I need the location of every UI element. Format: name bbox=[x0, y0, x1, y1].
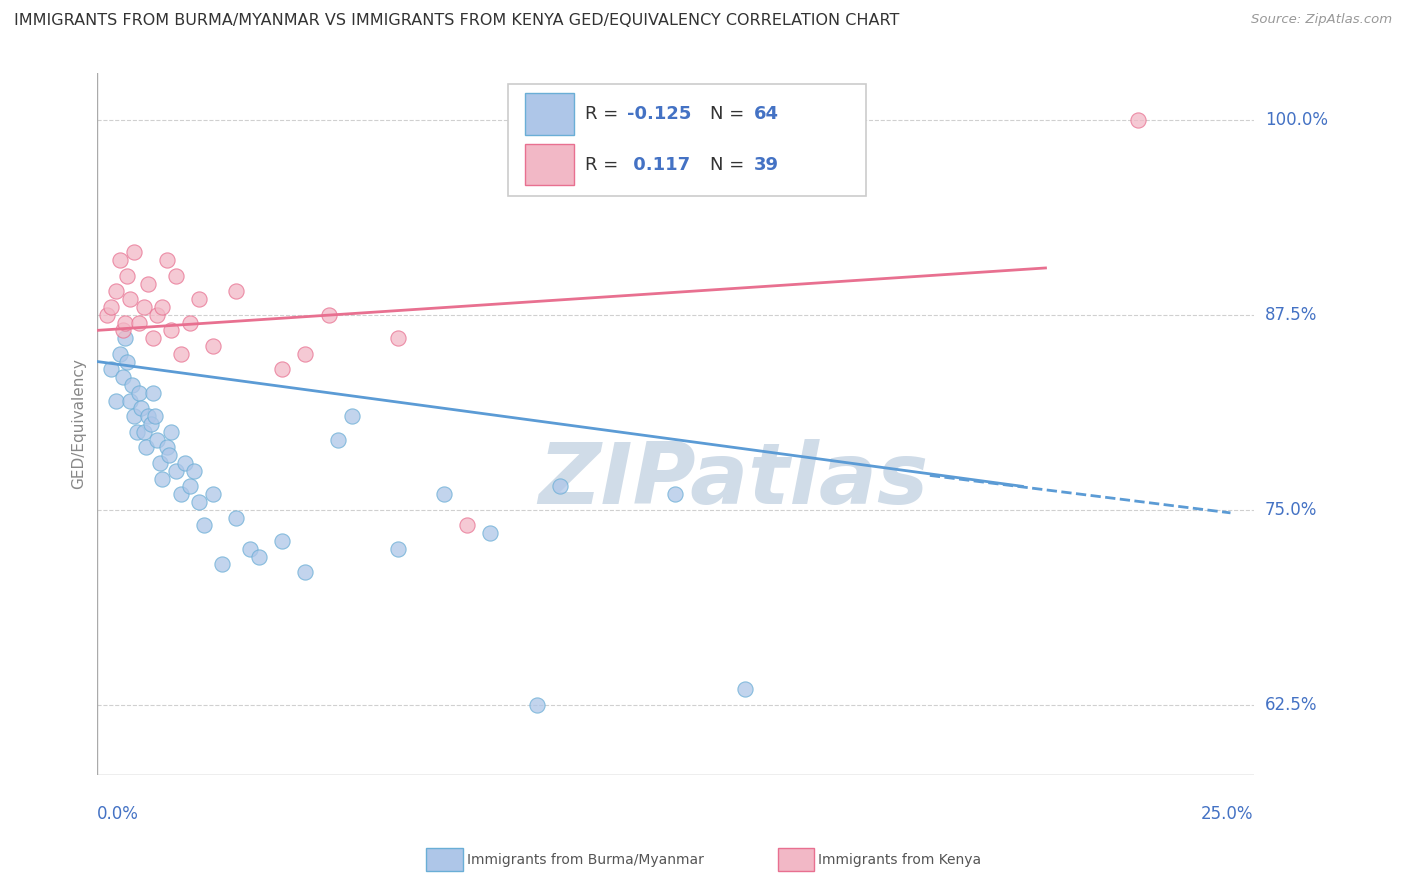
Point bbox=[201, 339, 224, 353]
Text: 75.0%: 75.0% bbox=[1265, 500, 1317, 519]
Text: -0.125: -0.125 bbox=[627, 105, 692, 123]
Point bbox=[160, 323, 183, 337]
Point bbox=[132, 425, 155, 439]
Point bbox=[734, 682, 756, 697]
Point bbox=[96, 308, 118, 322]
Point bbox=[169, 347, 191, 361]
Point bbox=[165, 268, 187, 283]
Point bbox=[111, 323, 134, 337]
Point bbox=[114, 316, 136, 330]
Point bbox=[201, 487, 224, 501]
Point bbox=[479, 526, 502, 541]
Point bbox=[146, 433, 169, 447]
Text: Immigrants from Burma/Myanmar: Immigrants from Burma/Myanmar bbox=[467, 853, 703, 867]
Point bbox=[211, 558, 233, 572]
FancyBboxPatch shape bbox=[508, 84, 866, 196]
Text: Immigrants from Kenya: Immigrants from Kenya bbox=[818, 853, 981, 867]
Point bbox=[114, 331, 136, 345]
Point bbox=[136, 277, 159, 291]
Point bbox=[664, 487, 686, 501]
Point bbox=[118, 393, 141, 408]
Point bbox=[146, 308, 169, 322]
Point bbox=[271, 362, 294, 376]
Point bbox=[104, 393, 127, 408]
Point bbox=[294, 347, 316, 361]
Text: 39: 39 bbox=[754, 155, 779, 174]
Point bbox=[132, 300, 155, 314]
Point bbox=[157, 448, 180, 462]
Point bbox=[124, 409, 146, 424]
Point bbox=[111, 370, 134, 384]
Point bbox=[294, 565, 316, 579]
Point bbox=[128, 316, 150, 330]
Point bbox=[188, 292, 211, 306]
Point bbox=[156, 253, 179, 268]
Point bbox=[110, 347, 132, 361]
Point bbox=[118, 292, 141, 306]
Point bbox=[156, 441, 179, 455]
Point bbox=[340, 409, 363, 424]
Text: 62.5%: 62.5% bbox=[1265, 696, 1317, 714]
Point bbox=[326, 433, 349, 447]
Point bbox=[124, 245, 146, 260]
Point bbox=[139, 417, 162, 431]
Y-axis label: GED/Equivalency: GED/Equivalency bbox=[72, 359, 86, 490]
Point bbox=[121, 378, 143, 392]
Point bbox=[117, 354, 139, 368]
Point bbox=[183, 464, 205, 478]
Point bbox=[129, 401, 152, 416]
Point bbox=[100, 300, 122, 314]
Text: 64: 64 bbox=[754, 105, 779, 123]
Point bbox=[179, 479, 201, 493]
Point bbox=[548, 479, 571, 493]
FancyBboxPatch shape bbox=[526, 94, 574, 135]
Point bbox=[387, 331, 409, 345]
Point bbox=[128, 385, 150, 400]
Point bbox=[318, 308, 340, 322]
Text: Source: ZipAtlas.com: Source: ZipAtlas.com bbox=[1251, 13, 1392, 27]
FancyBboxPatch shape bbox=[526, 144, 574, 186]
Text: R =: R = bbox=[585, 155, 624, 174]
Point bbox=[104, 285, 127, 299]
Point bbox=[387, 541, 409, 556]
Point bbox=[1126, 112, 1149, 127]
Point bbox=[117, 268, 139, 283]
Point bbox=[160, 425, 183, 439]
Point bbox=[125, 425, 148, 439]
Point bbox=[179, 316, 201, 330]
Point bbox=[193, 518, 215, 533]
Text: ZIPatlas: ZIPatlas bbox=[538, 439, 928, 522]
Text: N =: N = bbox=[710, 105, 751, 123]
Point bbox=[247, 549, 270, 564]
Point bbox=[174, 456, 197, 470]
Point bbox=[149, 456, 172, 470]
Point bbox=[135, 441, 157, 455]
Point bbox=[142, 385, 165, 400]
Point bbox=[165, 464, 187, 478]
Point bbox=[110, 253, 132, 268]
Point bbox=[271, 533, 294, 548]
Point bbox=[188, 495, 211, 509]
Point bbox=[136, 409, 159, 424]
Point bbox=[150, 300, 173, 314]
Text: IMMIGRANTS FROM BURMA/MYANMAR VS IMMIGRANTS FROM KENYA GED/EQUIVALENCY CORRELATI: IMMIGRANTS FROM BURMA/MYANMAR VS IMMIGRA… bbox=[14, 13, 900, 29]
Text: 87.5%: 87.5% bbox=[1265, 306, 1317, 324]
Point bbox=[433, 487, 456, 501]
Point bbox=[142, 331, 165, 345]
Point bbox=[456, 518, 478, 533]
Text: 25.0%: 25.0% bbox=[1201, 805, 1254, 823]
Point bbox=[225, 285, 247, 299]
Text: 0.0%: 0.0% bbox=[97, 805, 139, 823]
Point bbox=[143, 409, 166, 424]
Text: 0.117: 0.117 bbox=[627, 155, 690, 174]
Point bbox=[225, 510, 247, 524]
Point bbox=[526, 698, 548, 712]
Point bbox=[169, 487, 191, 501]
Point bbox=[100, 362, 122, 376]
Text: R =: R = bbox=[585, 105, 624, 123]
Point bbox=[150, 471, 173, 485]
Text: 100.0%: 100.0% bbox=[1265, 111, 1327, 128]
Text: N =: N = bbox=[710, 155, 751, 174]
Point bbox=[239, 541, 262, 556]
